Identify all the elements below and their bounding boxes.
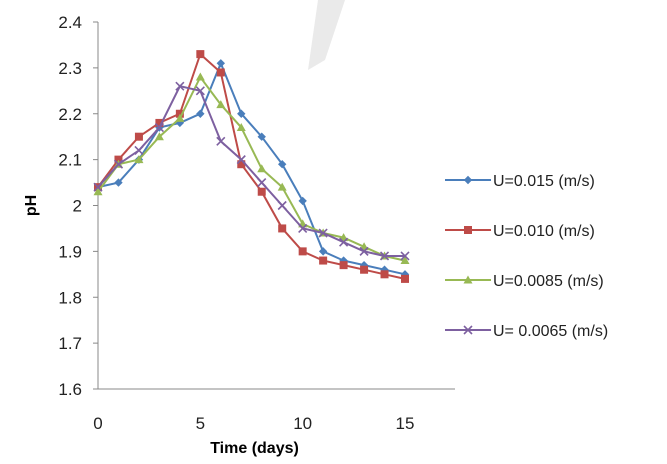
data-point [257,187,266,196]
data-point [236,123,246,132]
series-4 [93,81,410,261]
data-point [175,113,185,122]
y-tick-label: 2.4 [58,13,82,32]
legend: U=0.015 (m/s) U=0.010 (m/s) U=0.0085 (m/s)… [445,173,608,340]
data-point [400,256,410,265]
data-point [318,247,328,256]
x-tick-label: 0 [93,414,102,433]
data-point [216,136,226,146]
chart-axes [97,22,455,390]
data-point [278,224,287,233]
data-point [400,251,410,261]
legend-item: U=0.015 (m/s) [445,173,595,190]
y-tick-label: 2.3 [58,59,82,78]
data-point [134,132,143,141]
data-point [401,274,409,283]
data-point [237,109,246,118]
legend-marker [463,325,473,335]
series-line [97,52,406,280]
data-point [257,177,267,188]
legend-label: U= 0.0065 (m/s) [493,323,608,340]
y-tick-label: 2 [73,197,82,216]
data-point [318,228,328,238]
watermark [308,0,345,70]
series-line [97,85,405,257]
legend-label: U=0.010 (m/s) [493,223,595,240]
data-point [359,246,369,256]
data-point [196,50,205,59]
data-point [113,159,124,169]
x-tick-label: 15 [396,414,415,433]
legend-item: U=0.010 (m/s) [445,223,595,240]
data-point [175,81,185,91]
legend-item: U=0.0085 (m/s) [445,273,604,290]
data-point [155,118,164,127]
data-point [154,122,164,133]
data-point [216,68,225,77]
data-point [257,164,267,173]
data-point [298,223,308,234]
data-point [379,251,390,261]
data-point [216,59,225,68]
series-line [97,60,406,276]
series-2 [94,50,409,283]
data-point [298,247,307,256]
y-tick-labels: 1.6 1.7 1.8 1.9 2 2.1 2.2 2.3 2.4 [58,13,98,399]
data-point [175,118,185,128]
x-tick-labels: 0 5 10 15 [93,414,414,433]
x-axis-title: Time (days) [210,440,299,457]
data-point [237,160,246,169]
y-tick-label: 1.9 [58,242,82,261]
x-tick-label: 10 [293,414,312,433]
data-point [93,187,103,196]
data-point [196,109,205,118]
data-point [257,132,266,141]
data-point [278,160,287,169]
data-point [154,132,164,141]
series-line [97,75,406,262]
data-point [195,72,205,81]
data-point [380,270,389,279]
data-point [277,200,287,211]
legend-item: U= 0.0065 (m/s) [445,323,608,340]
legend-label: U=0.015 (m/s) [493,173,595,190]
data-point [339,261,348,270]
y-tick-label: 2.2 [58,105,82,124]
legend-marker [463,175,473,185]
y-tick-label: 1.8 [58,288,82,307]
data-point [277,182,287,191]
data-point [360,265,369,274]
legend-label: U=0.0085 (m/s) [493,273,604,290]
y-tick-label: 1.6 [58,380,82,399]
data-point [114,155,123,164]
data-point [175,109,184,118]
data-point [134,145,144,156]
data-point [93,182,103,192]
data-point [319,256,328,265]
y-tick-label: 2.1 [58,151,82,170]
data-point [114,178,123,187]
series-layer [93,50,410,283]
series-3 [93,72,410,265]
data-point [195,86,205,96]
data-point [216,100,226,109]
y-tick-label: 1.7 [58,334,82,353]
data-point [236,155,246,165]
legend-marker [464,226,472,234]
legend-marker [463,275,473,284]
y-axis-title: pH [23,195,40,216]
data-point [298,196,307,206]
data-point [134,155,144,164]
x-tick-label: 5 [196,414,205,433]
data-point [339,237,349,247]
